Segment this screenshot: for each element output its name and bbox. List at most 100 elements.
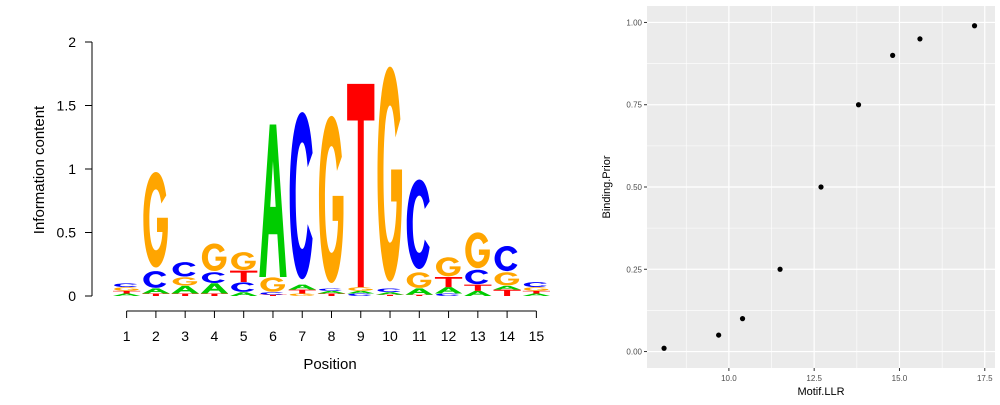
logo-letter-T: [288, 289, 316, 294]
logo-column-8: [317, 115, 346, 296]
logo-column-6: [259, 124, 287, 296]
logo-letter-A: [434, 287, 463, 294]
logo-letter-C: [406, 179, 430, 270]
logo-y-tick-label: 0.5: [57, 225, 77, 241]
logo-letter-C: [114, 283, 137, 287]
logo-x-tick-label: 1: [123, 328, 131, 344]
plot-axes: 10.0 12.5 15.0 17.5 0.00 0.25 0.50 0.75 1.00: [626, 18, 993, 383]
logo-letter-T: [522, 290, 550, 294]
y-tick-label: 0.00: [626, 348, 642, 357]
logo-letter-G: [436, 257, 461, 277]
logo-letter-A: [347, 290, 375, 294]
sequence-logo-svg: 00.511.52 1 2 3 4 5 6 7 8 9 10 11 12 13 14 15 Position…: [31, 34, 550, 373]
sequence-logo-chart: 0 0.5 1 1.5 2 1 2 3 4 5 6 7 8 9 10 11 12 13 14 15 Position…: [31, 34, 550, 373]
logo-column-4: [200, 243, 229, 296]
logo-letter-A: [230, 292, 258, 296]
logo-letter-G: [289, 293, 315, 296]
logo-column-2: [142, 172, 170, 296]
data-point: [777, 266, 783, 272]
logo-letter-C: [289, 112, 313, 280]
logo-letter-G: [260, 277, 285, 292]
logo-x-tick-label: 8: [328, 328, 336, 344]
logo-letter-A: [171, 285, 199, 294]
logo-letter-T: [317, 293, 346, 296]
logo-letter-C: [172, 262, 196, 277]
logo-columns: [113, 66, 550, 296]
logo-letter-A: [493, 285, 521, 290]
y-tick-label: 0.50: [626, 183, 642, 192]
logo-y-axis-title: Information content: [31, 105, 48, 234]
logo-y-tick-label: 0: [68, 288, 76, 304]
logo-letter-G: [114, 287, 139, 291]
data-point: [971, 23, 978, 29]
logo-column-9: [347, 83, 375, 296]
scatter-chart: 10.0 12.5 15.0 17.5 0.00 0.25 0.50 0.75 1.00 Mot…: [580, 0, 1000, 400]
logo-letter-T: [464, 284, 492, 291]
logo-letter-T: [493, 289, 521, 296]
logo-column-13: [464, 232, 492, 296]
logo-letter-T: [376, 294, 404, 296]
y-tick-label: 1.00: [626, 18, 642, 27]
logo-x-tick-label: 14: [499, 328, 515, 344]
logo-letter-C: [143, 271, 167, 288]
logo-letter-A: [317, 290, 346, 294]
logo-x-tick-label: 3: [181, 328, 189, 344]
logo-letter-A: [464, 290, 492, 296]
logo-letter-T: [200, 293, 229, 296]
logo-x-tick-label: 9: [357, 328, 365, 344]
data-point: [917, 36, 923, 42]
x-tick-label: 12.5: [806, 374, 822, 383]
logo-x-tick-label: 12: [441, 328, 457, 344]
logo-column-7: [288, 112, 316, 296]
logo-letter-T: [434, 276, 463, 288]
x-tick-label: 15.0: [892, 374, 908, 383]
logo-y-tick-label: 1.5: [57, 98, 77, 114]
logo-letter-T: [347, 83, 375, 288]
y-tick-label: 0.75: [626, 101, 642, 110]
logo-letter-G: [231, 252, 256, 271]
logo-letter-G: [523, 287, 549, 291]
logo-x-tick-label: 10: [382, 328, 398, 344]
logo-x-tick-label: 11: [412, 328, 427, 344]
logo-letter-G: [377, 66, 403, 282]
logo-x-tick-label: 6: [269, 328, 277, 344]
logo-letter-T: [259, 294, 287, 296]
data-point: [818, 184, 824, 190]
logo-column-15: [522, 282, 550, 296]
logo-column-14: [493, 246, 521, 296]
logo-y-axis: 0 0.5 1 1.5 2: [57, 34, 93, 304]
logo-letter-T: [171, 293, 199, 296]
logo-letter-C: [260, 292, 284, 295]
logo-x-tick-label: 15: [529, 328, 545, 344]
logo-letter-C: [201, 272, 225, 283]
logo-letter-A: [405, 288, 433, 295]
data-point: [739, 316, 746, 322]
logo-x-tick-label: 13: [470, 328, 486, 344]
logo-column-12: [434, 257, 463, 296]
logo-letter-G: [201, 243, 227, 271]
logo-x-tick-label: 2: [152, 328, 160, 344]
y-tick-label: 0.25: [626, 265, 642, 274]
logo-letter-G: [143, 172, 168, 268]
logo-letter-T: [230, 270, 258, 283]
logo-letter-C: [377, 288, 401, 293]
logo-letter-T: [405, 294, 433, 296]
logo-column-3: [171, 262, 199, 296]
plot-gridlines: [647, 6, 995, 368]
x-tick-label: 17.5: [977, 374, 993, 383]
scatter-x-axis-title: Motif.LLR: [797, 386, 844, 398]
logo-x-axis: 1 2 3 4 5 6 7 8 9 10 11 12 13 14 15: [123, 310, 545, 344]
logo-letter-A: [522, 293, 550, 296]
data-point: [855, 102, 862, 108]
logo-x-tick-label: 5: [240, 328, 248, 344]
logo-x-tick-label: 7: [298, 328, 306, 344]
logo-letter-C: [318, 288, 342, 291]
logo-letter-G: [318, 115, 344, 284]
plot-points: [661, 23, 978, 351]
scatter-y-axis-title: Binding.Prior: [601, 155, 613, 218]
logo-letter-G: [494, 272, 520, 286]
logo-column-5: [230, 252, 258, 296]
data-point: [890, 52, 896, 58]
scatter-svg: 10.0 12.5 15.0 17.5 0.00 0.25 0.50 0.75 1.00 Mot…: [601, 6, 995, 398]
logo-x-axis-title: Position: [303, 356, 356, 373]
